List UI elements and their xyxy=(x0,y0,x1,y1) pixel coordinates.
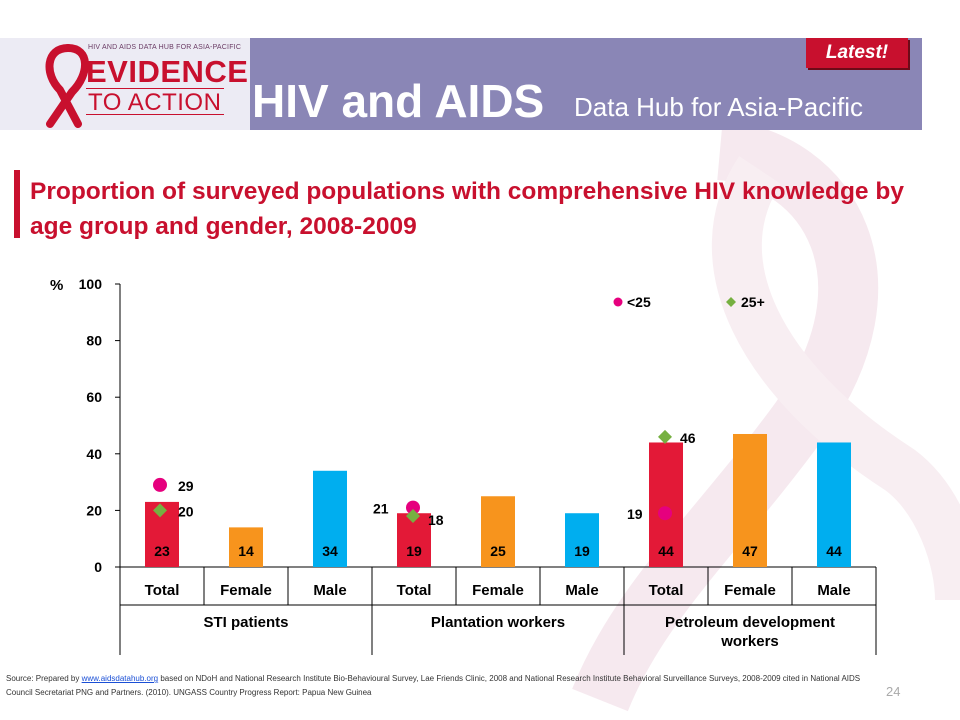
brand-title: HIV and AIDS xyxy=(252,75,545,127)
legend-over25-marker xyxy=(726,297,736,307)
data-label: 47 xyxy=(742,543,758,559)
x-tick-label: Male xyxy=(817,582,850,599)
under25-value-label: 21 xyxy=(373,501,389,517)
data-label: 19 xyxy=(406,543,422,559)
brand-subtitle: Data Hub for Asia-Pacific xyxy=(574,92,864,122)
y-tick-label: 40 xyxy=(86,446,102,462)
logo-evidence-text: EVIDENCE xyxy=(86,54,249,89)
legend-label: 25+ xyxy=(741,294,765,310)
y-tick-label: 0 xyxy=(94,559,102,575)
under25-value-label: 19 xyxy=(627,506,643,522)
data-label: 14 xyxy=(238,543,254,559)
source-text: based on NDoH and National Research Inst… xyxy=(6,674,861,697)
y-tick-label: 20 xyxy=(86,502,102,518)
red-ribbon-icon xyxy=(45,44,89,128)
x-tick-label: Female xyxy=(472,582,524,599)
x-tick-label: Male xyxy=(565,582,598,599)
over25-marker xyxy=(406,509,420,524)
data-label: 19 xyxy=(574,543,590,559)
source-link[interactable]: www.aidsdatahub.org xyxy=(81,674,159,683)
group-label: Petroleum development workers xyxy=(665,614,835,650)
over25-marker xyxy=(658,429,672,444)
legend-label: <25 xyxy=(627,294,651,310)
bar-total xyxy=(649,442,683,567)
bar-female xyxy=(733,433,767,567)
under25-value-label: 29 xyxy=(178,478,194,494)
x-tick-label: Total xyxy=(649,582,684,599)
over25-value-label: 20 xyxy=(178,503,194,519)
bar-male xyxy=(313,470,347,567)
bar-female xyxy=(481,496,515,567)
bar-male xyxy=(565,513,599,567)
under25-marker xyxy=(658,506,672,521)
logo-small-text: HIV AND AIDS DATA HUB FOR ASIA-PACIFIC xyxy=(88,44,242,51)
over25-value-label: 18 xyxy=(428,512,444,528)
y-tick-label: 60 xyxy=(86,389,102,405)
latest-button[interactable]: Latest! xyxy=(806,38,908,68)
bar-male xyxy=(817,442,851,567)
group-label: Plantation workers xyxy=(431,614,565,631)
data-label: 23 xyxy=(154,543,170,559)
source-note: Source: Prepared by www.aidsdatahub.org … xyxy=(6,672,886,700)
logo-rule xyxy=(86,114,224,115)
title-accent-bar xyxy=(14,170,20,238)
group-label: STI patients xyxy=(203,614,288,631)
source-prefix: Source: Prepared by xyxy=(6,674,80,683)
x-tick-label: Female xyxy=(220,582,272,599)
y-tick-label: 80 xyxy=(86,333,102,349)
bar-female xyxy=(229,527,263,567)
bar-total xyxy=(397,513,431,567)
legend-under25-marker xyxy=(613,297,623,307)
data-label: 25 xyxy=(490,543,506,559)
logo-action-text: TO ACTION xyxy=(88,89,222,116)
x-tick-label: Total xyxy=(397,582,432,599)
over25-value-label: 46 xyxy=(680,430,696,446)
data-label: 44 xyxy=(826,543,842,559)
page-number: 24 xyxy=(886,684,901,699)
x-tick-label: Female xyxy=(724,582,776,599)
y-tick-label: 100 xyxy=(79,276,103,292)
under25-marker xyxy=(153,477,167,492)
logo-rule xyxy=(86,88,224,89)
x-tick-label: Total xyxy=(145,582,180,599)
slide-title: Proportion of surveyed populations with … xyxy=(30,178,904,240)
data-label: 34 xyxy=(322,543,338,559)
over25-marker xyxy=(153,503,167,518)
data-label: 44 xyxy=(658,543,674,559)
y-axis-label: % xyxy=(50,277,63,294)
x-tick-label: Male xyxy=(313,582,346,599)
under25-marker xyxy=(406,500,420,515)
